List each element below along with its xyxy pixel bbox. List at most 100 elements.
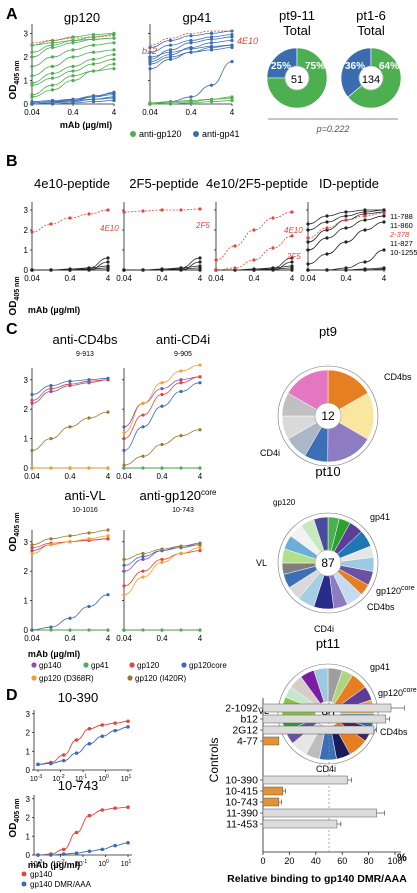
x-tick-label: 10-1 bbox=[75, 774, 87, 783]
ylabel-sub-a: 405 nm bbox=[14, 60, 21, 84]
data-point bbox=[30, 448, 34, 452]
data-point bbox=[230, 35, 234, 39]
panel-a-curves: 0 1 2 3 0.04 0.4 4 0.04 0.4 4 bbox=[24, 24, 235, 117]
data-point bbox=[122, 466, 126, 470]
data-point bbox=[50, 102, 55, 106]
chart-title-10-743-d: 10-743 bbox=[58, 778, 98, 793]
dose-point bbox=[49, 761, 53, 766]
y-tick-label: 2 bbox=[24, 567, 29, 576]
legend-marker-anti-gp41 bbox=[193, 131, 199, 137]
pie-title-pt10: pt10 bbox=[315, 464, 340, 479]
panel-letter-c: C bbox=[6, 321, 18, 338]
pie-title-pt9: pt9 bbox=[319, 324, 337, 339]
data-point bbox=[363, 260, 367, 264]
data-point bbox=[148, 50, 152, 54]
data-point bbox=[306, 228, 310, 232]
data-point bbox=[87, 268, 91, 272]
data-point bbox=[122, 593, 126, 597]
legend-marker-4 bbox=[31, 675, 37, 681]
data-point bbox=[87, 531, 91, 535]
y-tick-label: 1 bbox=[26, 832, 31, 841]
legend-marker-gp140-dmr bbox=[21, 881, 27, 887]
chart-title-anti-cd4bs: anti-CD4bs bbox=[52, 332, 118, 347]
data-point bbox=[189, 41, 193, 45]
data-point bbox=[122, 569, 126, 573]
data-point bbox=[87, 212, 91, 216]
data-point bbox=[363, 214, 367, 218]
x-tick-label: 0.04 bbox=[24, 634, 40, 643]
x-tick-label: 0.4 bbox=[64, 274, 76, 283]
data-point bbox=[50, 38, 55, 43]
data-point bbox=[50, 76, 55, 80]
data-point bbox=[87, 604, 91, 609]
data-point bbox=[252, 258, 256, 262]
bar-10-415 bbox=[262, 786, 284, 796]
dose-point bbox=[87, 726, 92, 731]
data-point bbox=[160, 386, 164, 391]
data-point bbox=[71, 78, 75, 83]
panel-b-curves: 0 1 2 3 0.04 0.4 4 0.04 0.4 4 0.04 0.4 4 0.04 0.4 4 bbox=[24, 202, 387, 283]
dose-point bbox=[113, 721, 117, 725]
data-point bbox=[68, 268, 72, 272]
bar-category-label: 11-390 bbox=[226, 808, 258, 820]
data-point bbox=[49, 436, 53, 441]
data-point bbox=[30, 268, 34, 272]
annotation-b-2f5-combo: 2F5 bbox=[286, 252, 301, 261]
data-point bbox=[160, 404, 164, 408]
data-point bbox=[49, 384, 53, 388]
data-point bbox=[87, 378, 91, 382]
data-point bbox=[230, 60, 234, 64]
dose-point bbox=[61, 852, 66, 856]
percent-sign: % bbox=[397, 852, 407, 864]
data-point bbox=[50, 41, 55, 45]
ylabel-sub-b: 405 nm bbox=[14, 276, 21, 300]
data-point bbox=[122, 584, 126, 588]
x-tick-label: 0.4 bbox=[248, 274, 260, 283]
legend-label-gp140: gp140 bbox=[30, 870, 53, 879]
x-tick-label: 0.04 bbox=[116, 634, 132, 643]
bar-category-label: 2-1092 bbox=[225, 703, 258, 715]
dose-point bbox=[36, 853, 40, 857]
data-point bbox=[49, 543, 53, 547]
chart-title-gp120: gp120 bbox=[64, 10, 100, 25]
data-point bbox=[179, 466, 183, 470]
data-point bbox=[189, 34, 193, 38]
data-point bbox=[71, 41, 75, 45]
donut-2-center: 134 bbox=[362, 74, 380, 86]
dose-point bbox=[61, 753, 66, 757]
data-point bbox=[160, 442, 164, 447]
bar-2G12 bbox=[262, 725, 375, 735]
data-point bbox=[141, 575, 145, 579]
data-point bbox=[91, 37, 96, 41]
y-tick-label: 1 bbox=[24, 246, 29, 255]
data-point bbox=[179, 434, 183, 438]
dose-point bbox=[74, 851, 79, 855]
data-point bbox=[290, 264, 294, 268]
data-point bbox=[30, 83, 34, 87]
data-point bbox=[30, 55, 34, 59]
data-point bbox=[344, 214, 348, 218]
dose-point bbox=[126, 725, 130, 729]
data-point bbox=[30, 548, 34, 553]
data-point bbox=[168, 100, 173, 104]
dose-curve bbox=[37, 726, 129, 765]
data-point bbox=[50, 100, 55, 104]
y-tick-label: 1 bbox=[24, 597, 29, 606]
data-point bbox=[106, 537, 110, 541]
data-point bbox=[168, 102, 173, 106]
panel-letter-d: D bbox=[6, 687, 18, 704]
data-point bbox=[189, 101, 193, 105]
data-point bbox=[50, 71, 55, 76]
data-point bbox=[91, 50, 96, 54]
data-point bbox=[252, 228, 256, 232]
data-point bbox=[233, 244, 237, 248]
legend-label-2: gp120 bbox=[137, 661, 160, 670]
data-point bbox=[91, 97, 96, 101]
y-tick-label: 3 bbox=[24, 206, 29, 215]
data-point bbox=[198, 363, 202, 367]
dose-point bbox=[61, 847, 66, 852]
y-tick-label: 0 bbox=[24, 464, 29, 473]
data-point bbox=[209, 48, 214, 52]
